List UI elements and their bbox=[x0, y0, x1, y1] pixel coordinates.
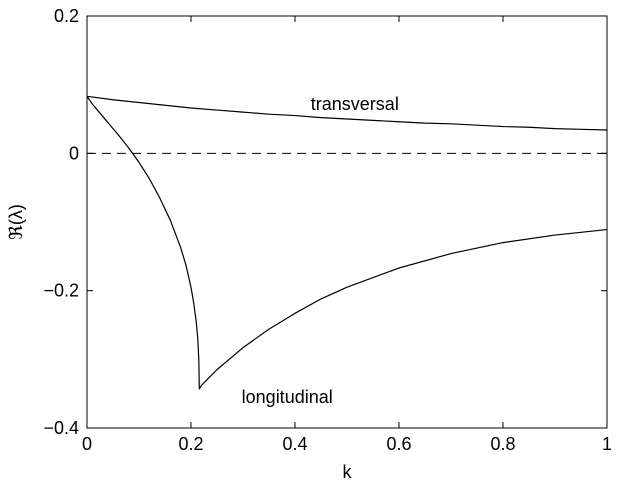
y-tick-label: 0.2 bbox=[54, 6, 79, 26]
y-axis-label: ℜ(λ) bbox=[6, 204, 26, 240]
x-tick-label: 0.4 bbox=[282, 434, 307, 454]
y-tick-label: 0 bbox=[69, 143, 79, 163]
series-line-transversal bbox=[86, 95, 608, 131]
x-axis-ticks: 0 0.2 0.4 0.6 0.8 1 bbox=[82, 16, 612, 454]
annotation-longitudinal: longitudinal bbox=[242, 387, 333, 407]
series-line-longitudinal bbox=[86, 95, 608, 390]
x-tick-label: 0.6 bbox=[386, 434, 411, 454]
x-tick-label: 1 bbox=[602, 434, 612, 454]
x-tick-label: 0 bbox=[82, 434, 92, 454]
y-tick-label: −0.4 bbox=[43, 418, 79, 438]
x-axis-label: k bbox=[343, 462, 353, 482]
annotations: transversal longitudinal bbox=[242, 94, 399, 407]
y-tick-label: −0.2 bbox=[43, 281, 79, 301]
x-tick-label: 0.2 bbox=[178, 434, 203, 454]
plot-area bbox=[86, 15, 608, 429]
y-axis-ticks: −0.4 −0.2 0 0.2 bbox=[43, 6, 607, 438]
plot-frame bbox=[86, 15, 608, 429]
annotation-transversal: transversal bbox=[311, 94, 399, 114]
x-tick-label: 0.8 bbox=[490, 434, 515, 454]
